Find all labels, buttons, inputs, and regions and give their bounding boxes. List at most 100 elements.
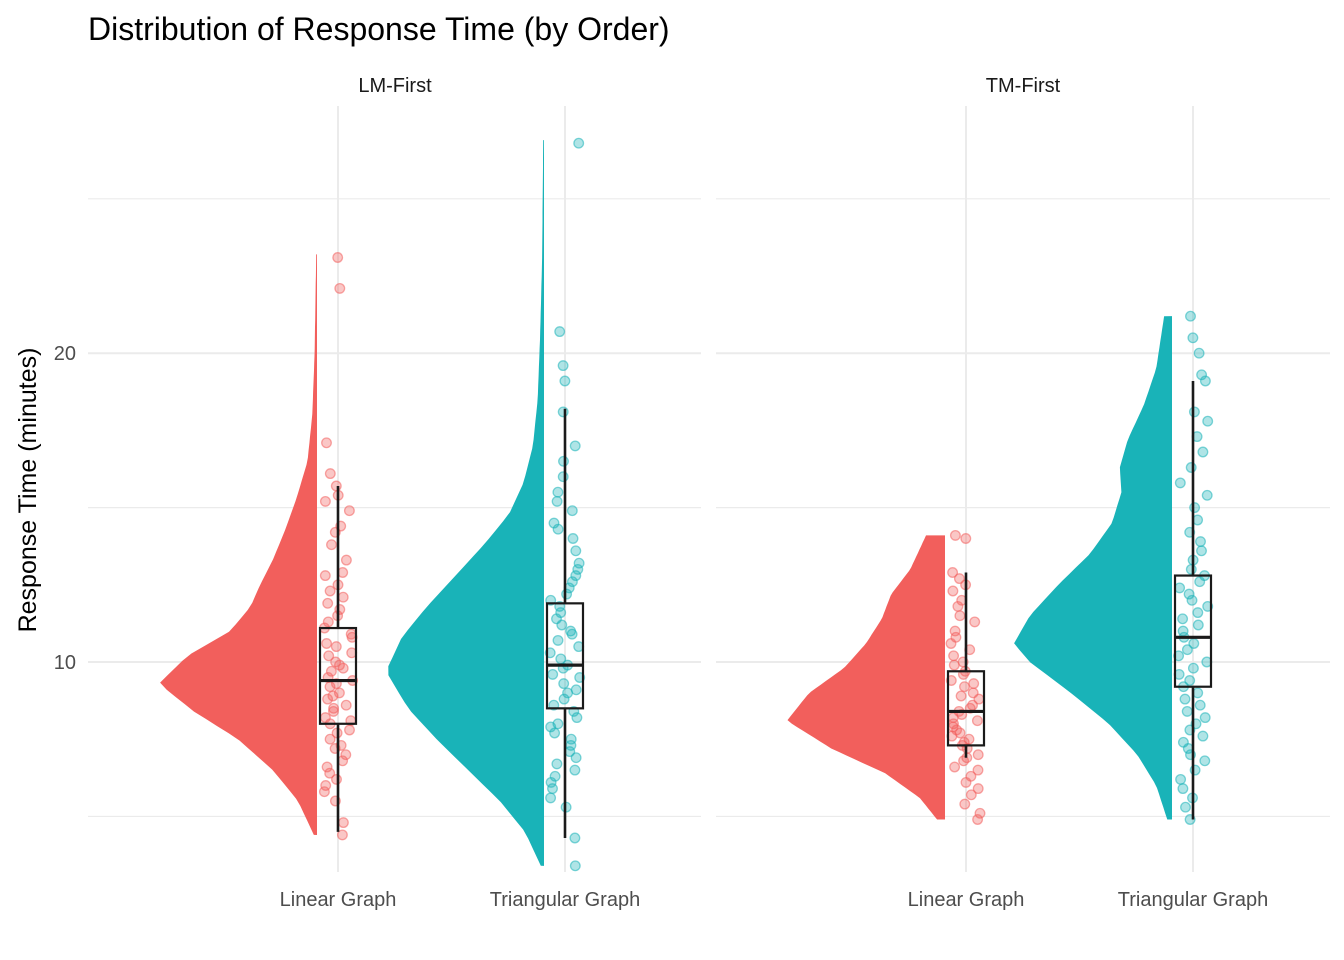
data-point bbox=[330, 480, 342, 492]
density-cloud-linear bbox=[787, 535, 945, 820]
data-point bbox=[324, 767, 336, 779]
data-point bbox=[947, 585, 959, 597]
data-point bbox=[1193, 347, 1205, 359]
data-point bbox=[1173, 650, 1185, 662]
data-point bbox=[1179, 693, 1191, 705]
data-point bbox=[551, 495, 563, 507]
data-point bbox=[1196, 369, 1208, 381]
data-point bbox=[322, 616, 334, 628]
data-point bbox=[337, 567, 349, 578]
data-point bbox=[327, 690, 339, 702]
data-point bbox=[552, 523, 564, 535]
y-axis-title: Response Time (minutes) bbox=[14, 348, 42, 633]
chart-title: Distribution of Response Time (by Order) bbox=[88, 11, 670, 47]
data-point bbox=[1196, 545, 1207, 557]
data-point bbox=[1186, 594, 1198, 606]
data-point bbox=[340, 699, 352, 711]
panel-tm-first: TM-First Linear Graph Triangular Graph bbox=[716, 75, 1330, 911]
data-point bbox=[947, 567, 959, 578]
data-point bbox=[572, 563, 584, 575]
data-point bbox=[326, 539, 337, 551]
data-point bbox=[971, 715, 983, 727]
data-point bbox=[1195, 536, 1206, 548]
data-point bbox=[545, 792, 557, 804]
data-point bbox=[570, 752, 582, 764]
data-point bbox=[328, 702, 340, 714]
data-point bbox=[972, 783, 984, 795]
data-point bbox=[1174, 477, 1186, 489]
y-tick-label: 20 bbox=[54, 343, 76, 365]
data-point bbox=[1177, 613, 1189, 625]
data-point bbox=[319, 570, 331, 582]
data-point bbox=[573, 137, 585, 149]
data-point bbox=[557, 360, 569, 372]
data-point bbox=[558, 455, 569, 467]
data-point bbox=[1188, 406, 1200, 418]
data-point bbox=[328, 705, 339, 717]
data-point bbox=[557, 406, 569, 418]
density-cloud-triangular bbox=[388, 140, 544, 866]
data-point bbox=[1201, 489, 1213, 501]
panels: LM-First Linear Graph Triangular Graph 10 20… bbox=[54, 75, 1330, 911]
data-point bbox=[972, 749, 984, 761]
data-point bbox=[569, 764, 581, 776]
data-point bbox=[1180, 801, 1191, 813]
data-point bbox=[323, 650, 335, 662]
box-iqr bbox=[1173, 574, 1213, 688]
x-tick-label: Linear Graph bbox=[280, 889, 397, 911]
data-point bbox=[336, 829, 348, 841]
data-point bbox=[554, 326, 566, 338]
x-tick-label: Triangular Graph bbox=[490, 889, 640, 911]
data-point bbox=[945, 638, 957, 649]
data-point bbox=[1192, 687, 1204, 699]
data-point bbox=[343, 505, 355, 517]
data-point bbox=[324, 468, 336, 480]
data-point bbox=[557, 471, 569, 483]
data-point bbox=[952, 600, 964, 612]
data-point bbox=[1194, 576, 1206, 588]
data-point bbox=[1174, 582, 1186, 594]
data-point bbox=[331, 773, 342, 785]
data-point bbox=[332, 252, 344, 263]
data-point bbox=[344, 724, 355, 736]
data-point bbox=[1181, 705, 1193, 717]
data-point bbox=[325, 665, 337, 677]
box-iqr bbox=[545, 602, 585, 710]
data-point bbox=[567, 533, 579, 544]
data-point bbox=[959, 798, 971, 810]
data-point bbox=[337, 662, 349, 674]
data-point bbox=[321, 761, 333, 773]
box-iqr bbox=[318, 626, 358, 725]
data-point bbox=[321, 437, 332, 449]
data-point bbox=[1185, 310, 1196, 322]
data-point bbox=[340, 749, 352, 761]
data-point bbox=[334, 282, 346, 294]
data-point bbox=[324, 585, 336, 597]
density-cloud-triangular bbox=[1014, 316, 1172, 820]
data-point bbox=[1192, 607, 1204, 619]
data-point bbox=[948, 659, 960, 671]
y-tick-label: 10 bbox=[54, 652, 76, 674]
data-point bbox=[965, 789, 977, 801]
data-point bbox=[1202, 415, 1214, 427]
data-point bbox=[1197, 446, 1209, 458]
data-point bbox=[570, 570, 582, 582]
density-cloud-linear bbox=[160, 254, 317, 835]
data-point bbox=[571, 712, 583, 724]
data-point bbox=[955, 690, 967, 702]
data-point bbox=[959, 681, 970, 693]
data-point bbox=[972, 814, 984, 825]
data-point bbox=[569, 860, 581, 872]
data-point bbox=[570, 545, 582, 557]
data-point bbox=[569, 832, 581, 844]
data-point bbox=[949, 529, 961, 541]
panel-lm-first: LM-First Linear Graph Triangular Graph 10 20 bbox=[54, 75, 701, 911]
data-point bbox=[954, 610, 966, 622]
x-tick-label: Triangular Graph bbox=[1118, 889, 1268, 911]
data-point bbox=[974, 807, 986, 819]
data-point bbox=[1185, 462, 1197, 473]
data-point bbox=[558, 693, 570, 705]
data-point bbox=[322, 597, 334, 609]
data-point bbox=[337, 591, 349, 603]
